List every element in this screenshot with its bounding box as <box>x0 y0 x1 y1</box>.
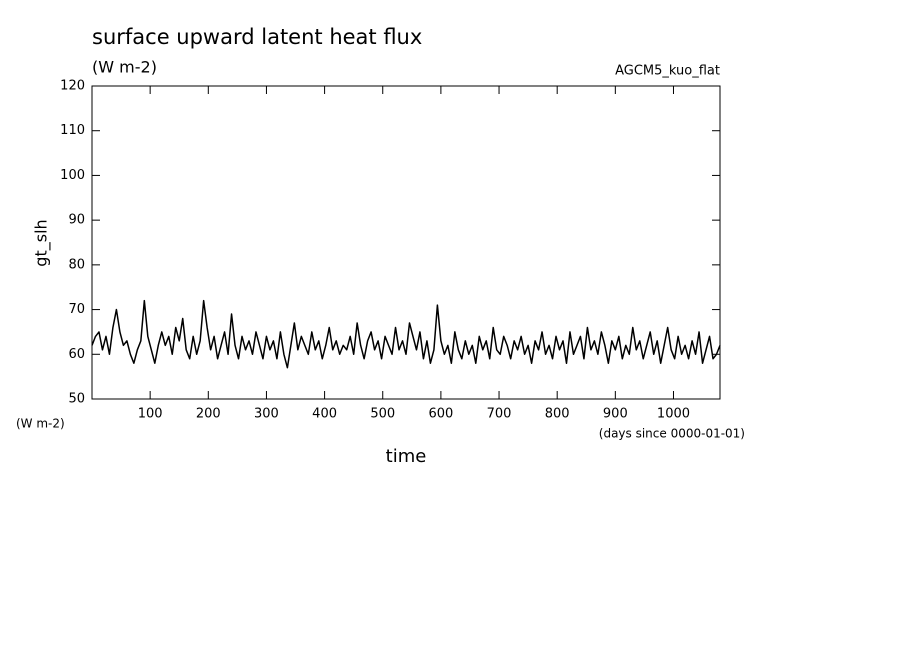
x-tick-label: 400 <box>312 407 337 422</box>
x-axis-label: time <box>386 446 427 467</box>
x-tick-label: 700 <box>487 407 512 422</box>
x-tick-label: 900 <box>603 407 628 422</box>
y-tick-label: 50 <box>68 392 85 407</box>
plot-frame <box>91 85 721 400</box>
y-tick-label: 70 <box>68 302 85 317</box>
y-tick-label: 120 <box>60 79 85 94</box>
chart-title: surface upward latent heat flux <box>92 25 422 49</box>
subtitle: (W m-2) <box>92 58 157 77</box>
x-tick-label: 500 <box>370 407 395 422</box>
y-tick-label: 90 <box>68 213 85 228</box>
y-axis-label: gt_slh <box>32 219 52 266</box>
x-tick-label: 300 <box>254 407 279 422</box>
x-tick-label: 600 <box>428 407 453 422</box>
y-tick-label: 80 <box>68 257 85 272</box>
x-tick-label: 800 <box>545 407 570 422</box>
y-units: (W m-2) <box>16 417 65 431</box>
y-tick-label: 110 <box>60 123 85 138</box>
x-tick-label: 1000 <box>657 407 690 422</box>
x-tick-label: 200 <box>196 407 221 422</box>
y-tick-label: 60 <box>68 347 85 362</box>
x-tick-label: 100 <box>138 407 163 422</box>
data-line <box>91 299 721 369</box>
annotation: AGCM5_kuo_flat <box>615 64 720 79</box>
x-units: (days since 0000-01-01) <box>599 427 745 441</box>
y-tick-label: 100 <box>60 168 85 183</box>
